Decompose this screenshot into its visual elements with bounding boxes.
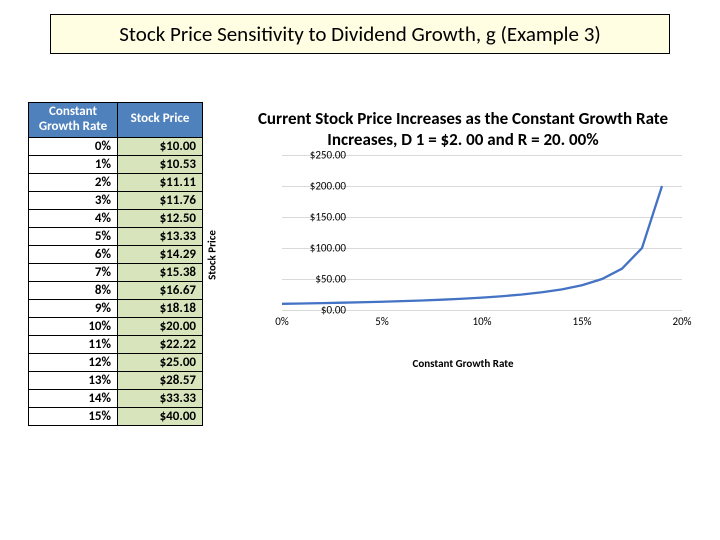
x-tick-label: 5% (375, 315, 388, 328)
cell-price: $25.00 (118, 353, 203, 371)
cell-price: $28.57 (118, 371, 203, 389)
table-row: 7%$15.38 (29, 263, 203, 281)
cell-growth: 0% (29, 137, 118, 155)
x-tick-label: 15% (572, 315, 591, 328)
table-row: 5%$13.33 (29, 227, 203, 245)
y-tick-label: $200.00 (310, 179, 346, 192)
cell-growth: 12% (29, 353, 118, 371)
cell-growth: 2% (29, 173, 118, 191)
table-row: 2%$11.11 (29, 173, 203, 191)
y-tick-label: $150.00 (310, 210, 346, 223)
cell-price: $13.33 (118, 227, 203, 245)
cell-growth: 6% (29, 245, 118, 263)
cell-price: $16.67 (118, 281, 203, 299)
cell-growth: 11% (29, 335, 118, 353)
cell-price: $22.22 (118, 335, 203, 353)
table-row: 0%$10.00 (29, 137, 203, 155)
y-tick-label: $0.00 (321, 303, 346, 316)
cell-growth: 3% (29, 191, 118, 209)
table-row: 10%$20.00 (29, 317, 203, 335)
table-row: 3%$11.76 (29, 191, 203, 209)
table-row: 1%$10.53 (29, 155, 203, 173)
table-row: 11%$22.22 (29, 335, 203, 353)
cell-price: $40.00 (118, 407, 203, 425)
col-header-price: Stock Price (118, 103, 203, 138)
cell-growth: 9% (29, 299, 118, 317)
cell-growth: 10% (29, 317, 118, 335)
cell-price: $14.29 (118, 245, 203, 263)
cell-price: $11.76 (118, 191, 203, 209)
table-row: 12%$25.00 (29, 353, 203, 371)
cell-growth: 5% (29, 227, 118, 245)
table-row: 14%$33.33 (29, 389, 203, 407)
chart-title: Current Stock Price Increases as the Con… (222, 108, 704, 151)
y-axis-label: Stock Price (206, 230, 219, 280)
x-axis-label: Constant Growth Rate (222, 357, 704, 370)
sensitivity-table: Constant Growth Rate Stock Price 0%$10.0… (28, 102, 203, 426)
cell-growth: 15% (29, 407, 118, 425)
cell-growth: 1% (29, 155, 118, 173)
col-header-growth: Constant Growth Rate (29, 103, 118, 138)
cell-price: $20.00 (118, 317, 203, 335)
y-tick-label: $250.00 (310, 148, 346, 161)
cell-price: $18.18 (118, 299, 203, 317)
table-row: 9%$18.18 (29, 299, 203, 317)
cell-growth: 7% (29, 263, 118, 281)
cell-price: $11.11 (118, 173, 203, 191)
table-row: 15%$40.00 (29, 407, 203, 425)
cell-growth: 14% (29, 389, 118, 407)
table-row: 8%$16.67 (29, 281, 203, 299)
x-tick-label: 20% (672, 315, 691, 328)
cell-price: $15.38 (118, 263, 203, 281)
page-title: Stock Price Sensitivity to Dividend Grow… (50, 14, 670, 54)
x-tick-label: 0% (275, 315, 288, 328)
cell-growth: 4% (29, 209, 118, 227)
table-row: 13%$28.57 (29, 371, 203, 389)
cell-price: $10.00 (118, 137, 203, 155)
y-tick-label: $50.00 (315, 272, 346, 285)
cell-price: $12.50 (118, 209, 203, 227)
cell-price: $10.53 (118, 155, 203, 173)
cell-price: $33.33 (118, 389, 203, 407)
line-series (282, 155, 682, 310)
y-tick-label: $100.00 (310, 241, 346, 254)
cell-growth: 8% (29, 281, 118, 299)
table-row: 4%$12.50 (29, 209, 203, 227)
table-row: 6%$14.29 (29, 245, 203, 263)
cell-growth: 13% (29, 371, 118, 389)
stock-price-chart: Current Stock Price Increases as the Con… (222, 108, 704, 370)
x-tick-label: 10% (472, 315, 491, 328)
